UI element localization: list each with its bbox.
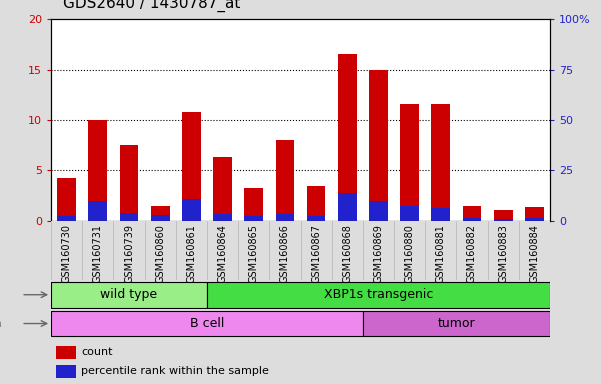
Bar <box>463 206 481 221</box>
Bar <box>276 214 294 221</box>
Bar <box>245 216 263 221</box>
Bar <box>57 216 76 221</box>
Text: GSM160860: GSM160860 <box>155 224 165 283</box>
Bar <box>494 210 513 221</box>
Text: percentile rank within the sample: percentile rank within the sample <box>81 366 269 376</box>
Bar <box>182 112 201 221</box>
Bar <box>207 282 550 308</box>
Text: GDS2640 / 1430787_at: GDS2640 / 1430787_at <box>63 0 240 12</box>
Text: tumor: tumor <box>438 317 475 330</box>
Text: GSM160884: GSM160884 <box>529 224 539 283</box>
Bar <box>245 187 263 221</box>
Text: GSM160868: GSM160868 <box>342 224 352 283</box>
Text: GSM160864: GSM160864 <box>218 224 228 283</box>
Bar <box>120 213 138 221</box>
Bar <box>463 218 481 221</box>
Bar <box>120 145 138 221</box>
Bar <box>494 219 513 221</box>
Bar <box>369 70 388 221</box>
Text: GSM160881: GSM160881 <box>436 224 446 283</box>
Text: GSM160865: GSM160865 <box>249 224 259 283</box>
Bar <box>151 215 169 221</box>
Bar <box>432 104 450 221</box>
Bar <box>56 346 76 359</box>
Bar <box>88 200 107 221</box>
Bar <box>88 120 107 221</box>
Text: GSM160869: GSM160869 <box>373 224 383 283</box>
Bar <box>400 104 419 221</box>
Bar <box>338 193 356 221</box>
Bar <box>276 140 294 221</box>
Text: wild type: wild type <box>100 288 157 301</box>
Bar <box>432 208 450 221</box>
Bar <box>307 216 326 221</box>
Text: GSM160866: GSM160866 <box>280 224 290 283</box>
Bar <box>338 55 356 221</box>
Bar <box>369 200 388 221</box>
Bar <box>213 157 232 221</box>
Bar <box>525 207 544 221</box>
Text: specimen: specimen <box>0 317 1 330</box>
Bar <box>51 282 207 308</box>
Bar <box>213 214 232 221</box>
Text: count: count <box>81 347 112 357</box>
Bar <box>400 206 419 221</box>
Bar <box>525 218 544 221</box>
Text: GSM160867: GSM160867 <box>311 224 321 283</box>
Bar <box>307 185 326 221</box>
Bar <box>182 199 201 221</box>
Text: B cell: B cell <box>190 317 224 330</box>
Text: strain: strain <box>0 288 1 301</box>
Text: GSM160880: GSM160880 <box>404 224 415 283</box>
Text: XBP1s transgenic: XBP1s transgenic <box>324 288 433 301</box>
Text: GSM160883: GSM160883 <box>498 224 508 283</box>
Text: GSM160739: GSM160739 <box>124 224 134 283</box>
Bar <box>51 311 363 336</box>
Bar <box>363 311 550 336</box>
Text: GSM160731: GSM160731 <box>93 224 103 283</box>
Bar <box>57 179 76 221</box>
Bar <box>151 206 169 221</box>
Bar <box>56 365 76 378</box>
Text: GSM160730: GSM160730 <box>62 224 72 283</box>
Text: GSM160882: GSM160882 <box>467 224 477 283</box>
Text: GSM160861: GSM160861 <box>186 224 197 283</box>
